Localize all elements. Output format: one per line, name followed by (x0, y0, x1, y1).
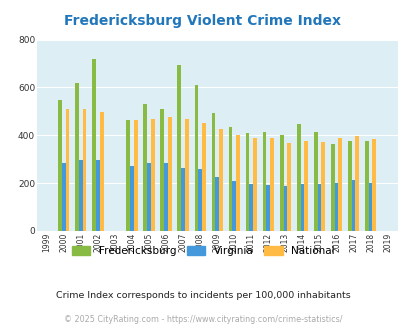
Legend: Fredericksburg, Virginia, National: Fredericksburg, Virginia, National (67, 242, 338, 260)
Text: © 2025 CityRating.com - https://www.cityrating.com/crime-statistics/: © 2025 CityRating.com - https://www.city… (64, 315, 341, 324)
Bar (371, 139, 375, 231)
Bar (279, 135, 283, 231)
Bar (253, 138, 256, 231)
Bar (368, 183, 371, 231)
Bar (304, 141, 307, 231)
Bar (364, 141, 368, 231)
Bar (147, 163, 151, 231)
Bar (164, 163, 168, 231)
Bar (270, 138, 273, 231)
Bar (100, 112, 103, 231)
Text: Fredericksburg Violent Crime Index: Fredericksburg Violent Crime Index (64, 15, 341, 28)
Bar (126, 120, 130, 231)
Bar (211, 113, 215, 231)
Bar (215, 177, 219, 231)
Bar (232, 181, 236, 231)
Bar (354, 137, 358, 231)
Bar (313, 132, 317, 231)
Bar (130, 166, 134, 231)
Bar (198, 169, 202, 231)
Bar (317, 183, 321, 231)
Bar (287, 143, 290, 231)
Bar (66, 109, 69, 231)
Bar (266, 185, 270, 231)
Bar (296, 124, 300, 231)
Bar (236, 135, 239, 231)
Bar (337, 138, 341, 231)
Bar (177, 65, 181, 231)
Bar (96, 160, 100, 231)
Bar (262, 132, 266, 231)
Bar (321, 142, 324, 231)
Bar (143, 104, 147, 231)
Bar (151, 119, 154, 231)
Bar (202, 123, 205, 231)
Bar (75, 83, 79, 231)
Bar (168, 117, 171, 231)
Bar (351, 180, 354, 231)
Bar (83, 109, 86, 231)
Bar (181, 168, 185, 231)
Bar (245, 133, 249, 231)
Bar (228, 127, 232, 231)
Bar (300, 183, 304, 231)
Bar (134, 120, 137, 231)
Bar (92, 59, 96, 231)
Bar (185, 119, 188, 231)
Bar (283, 186, 287, 231)
Bar (58, 100, 62, 231)
Bar (79, 160, 83, 231)
Text: Crime Index corresponds to incidents per 100,000 inhabitants: Crime Index corresponds to incidents per… (55, 291, 350, 300)
Bar (194, 85, 198, 231)
Bar (347, 141, 351, 231)
Bar (219, 129, 222, 231)
Bar (62, 163, 66, 231)
Bar (160, 110, 164, 231)
Bar (249, 183, 253, 231)
Bar (330, 144, 334, 231)
Bar (334, 183, 337, 231)
